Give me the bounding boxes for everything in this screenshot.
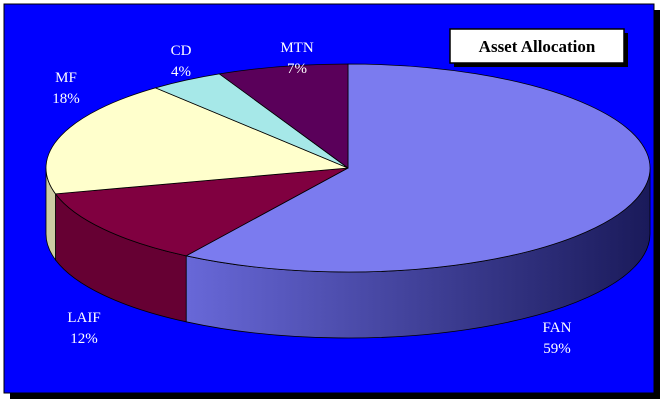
slice-label-fan: FAN 59%: [543, 320, 572, 357]
pie-tops: [45, 63, 651, 273]
slice-label-cd: CD 4%: [171, 43, 192, 80]
slice-percent-mf: 18%: [52, 91, 80, 107]
pie-slice-fan: [185, 63, 651, 273]
pie-slice-mtn: [218, 63, 349, 169]
pie-slice-mf: [45, 87, 349, 195]
slice-label-laif: LAIF 12%: [67, 310, 100, 347]
slice-name-cd: CD: [171, 43, 192, 59]
slice-name-fan: FAN: [543, 320, 572, 336]
slice-name-laif: LAIF: [67, 310, 100, 326]
slice-name-mtn: MTN: [280, 40, 314, 56]
chart-title-box: Asset Allocation: [449, 28, 628, 67]
slice-name-mf: MF: [55, 70, 77, 86]
slice-label-mtn: MTN 7%: [280, 40, 314, 77]
chart-title: Asset Allocation: [479, 37, 596, 56]
slice-percent-fan: 59%: [543, 341, 571, 357]
pie-slice-laif: [54, 167, 349, 257]
slice-label-mf: MF 18%: [52, 70, 80, 107]
slice-percent-laif: 12%: [70, 331, 98, 347]
slice-percent-mtn: 7%: [287, 61, 307, 77]
slice-percent-cd: 4%: [171, 64, 191, 80]
